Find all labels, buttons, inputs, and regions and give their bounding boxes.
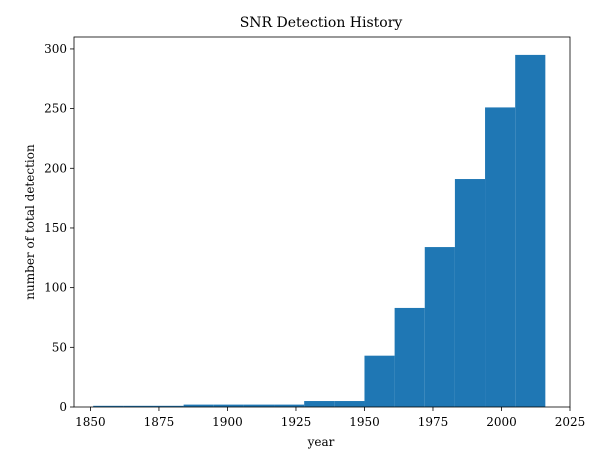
x-axis-label: year xyxy=(307,435,335,449)
y-axis-ticks: 0 50 100 150 200 250 300 xyxy=(44,42,74,414)
histogram-bar xyxy=(454,179,486,407)
x-tick-label: 1875 xyxy=(144,415,175,429)
histogram-bar xyxy=(364,355,395,407)
chart-title: SNR Detection History xyxy=(240,15,403,31)
y-tick-label: 200 xyxy=(44,161,67,175)
histogram-bar xyxy=(183,404,214,407)
x-axis-ticks: 1850 1875 1900 1925 1950 1975 2000 2025 xyxy=(75,407,585,429)
histogram-bar xyxy=(123,405,154,407)
y-tick-label: 250 xyxy=(44,102,67,116)
histogram-bar xyxy=(304,401,335,407)
histogram-bar xyxy=(153,405,184,407)
x-tick-label: 1900 xyxy=(212,415,243,429)
y-tick-label: 300 xyxy=(44,42,67,56)
histogram-bar xyxy=(243,404,275,407)
plot-frame xyxy=(73,36,571,408)
x-tick-label: 2000 xyxy=(486,415,517,429)
x-tick-label: 1950 xyxy=(349,415,380,429)
histogram-bar xyxy=(515,54,546,407)
histogram-bar xyxy=(93,405,124,407)
histogram-bar xyxy=(485,107,516,407)
y-tick-label: 100 xyxy=(44,281,67,295)
x-tick-label: 1850 xyxy=(75,415,106,429)
x-tick-label: 1975 xyxy=(418,415,449,429)
x-tick-label: 1925 xyxy=(281,415,312,429)
histogram-bar xyxy=(424,247,455,407)
histogram-bar xyxy=(334,401,365,407)
histogram-bar xyxy=(213,404,244,407)
y-tick-label: 50 xyxy=(52,340,67,354)
x-tick-label: 2025 xyxy=(555,415,586,429)
histogram-bar xyxy=(274,404,305,407)
y-axis-label: number of total detection xyxy=(23,144,37,300)
y-tick-label: 0 xyxy=(59,400,67,414)
bars-group xyxy=(93,54,546,407)
histogram-bar xyxy=(394,307,425,407)
y-tick-label: 150 xyxy=(44,221,67,235)
